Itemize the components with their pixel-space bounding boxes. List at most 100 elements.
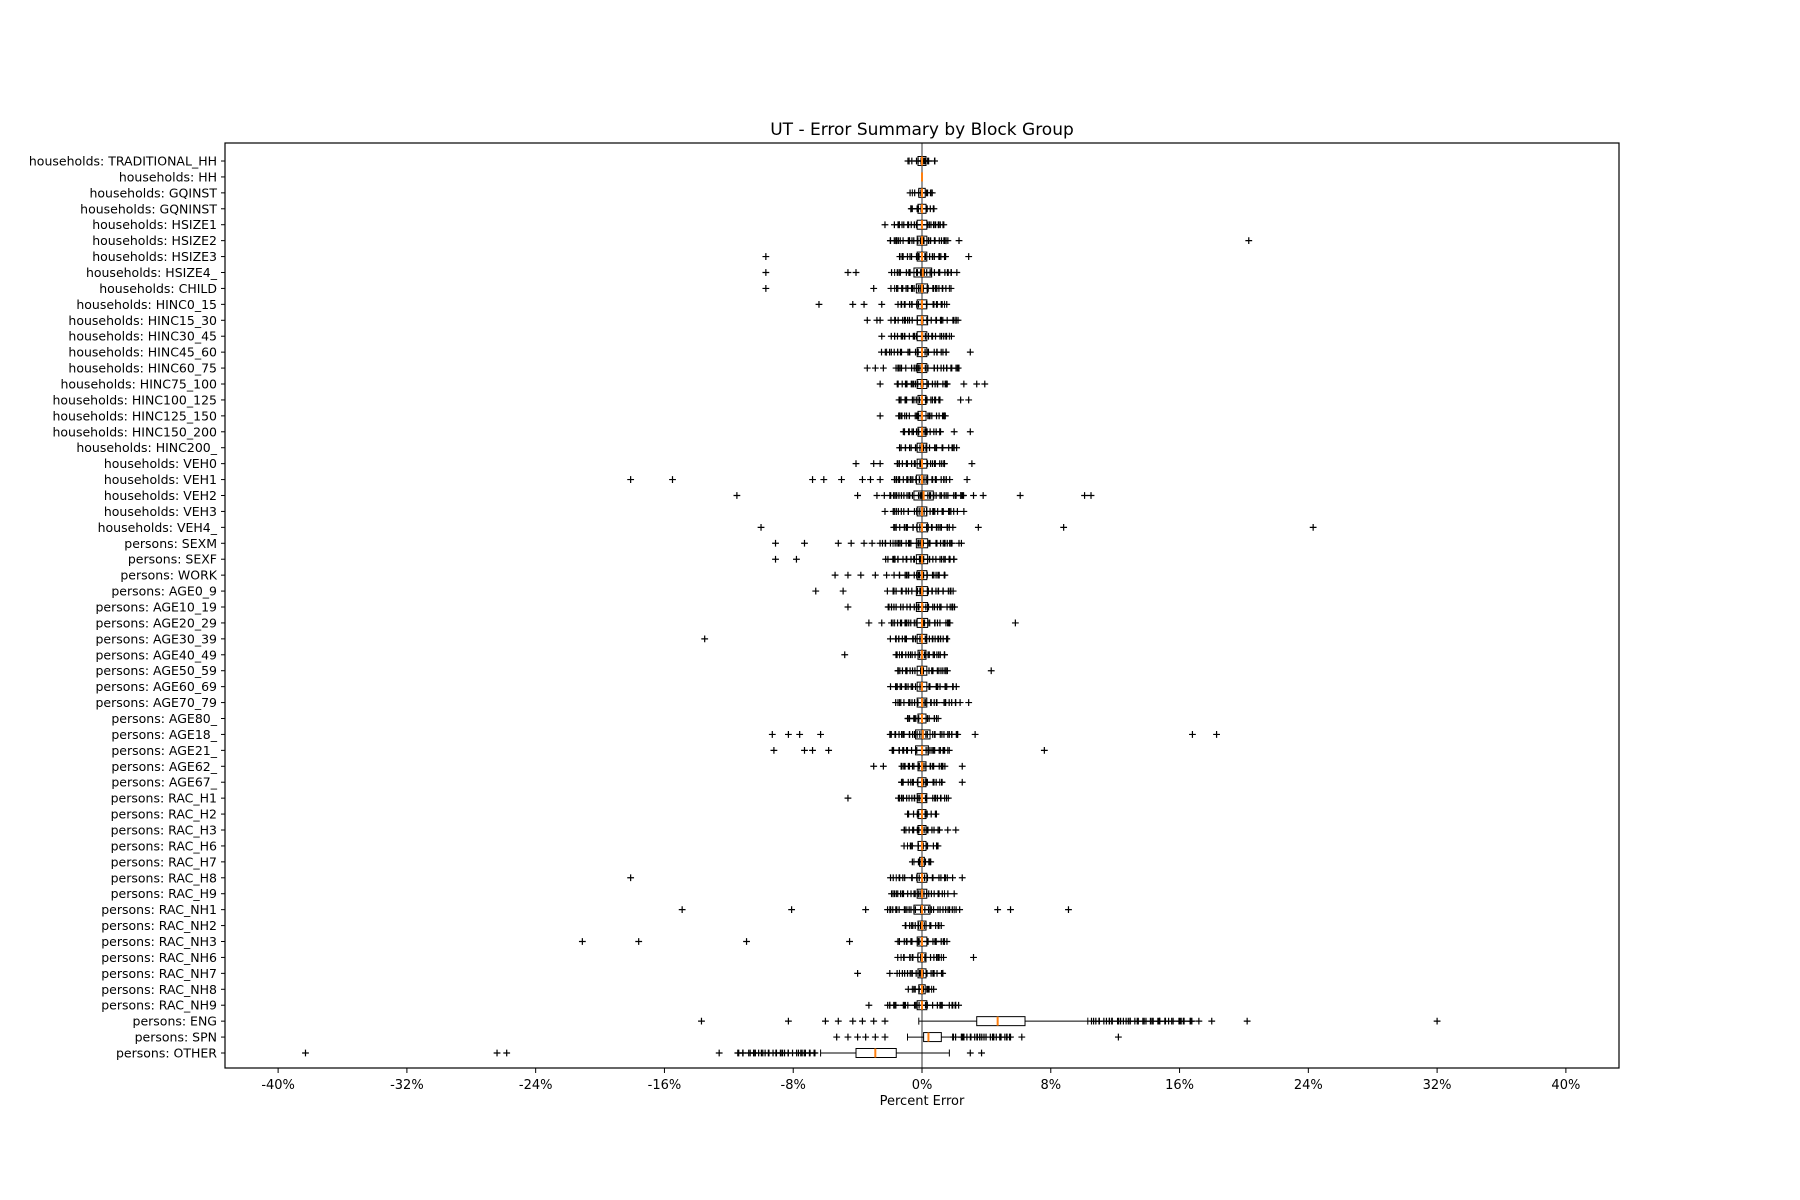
fliers (878, 332, 886, 340)
flier-marker (978, 1049, 985, 1057)
flier-marker (938, 778, 946, 786)
flier-marker (971, 731, 979, 738)
flier-marker (952, 492, 959, 499)
row-label: persons: SEXM (124, 536, 217, 551)
flier-marker (902, 364, 910, 372)
flier-marker (901, 874, 909, 882)
row-label: households: VEH0 (104, 456, 217, 471)
flier-marker (915, 810, 922, 818)
row-label: households: HSIZE1 (92, 217, 217, 232)
flier-marker (678, 906, 686, 914)
boxplot-row: households: HINC30_45 (68, 329, 955, 344)
fliers (987, 667, 995, 675)
fliers (958, 778, 966, 786)
flier-marker (1140, 1017, 1148, 1025)
flier-marker (923, 285, 931, 292)
flier-marker (883, 571, 890, 579)
boxplot-row: households: HSIZE1 (92, 217, 948, 232)
flier-marker (1195, 1017, 1203, 1025)
boxplot-row: households: HINC15_30 (68, 313, 962, 328)
fliers (944, 826, 960, 834)
flier-marker (1065, 906, 1072, 914)
flier-marker (958, 762, 966, 770)
row-label: persons: AGE0_9 (111, 584, 217, 599)
flier-band (898, 762, 949, 770)
row-label: households: HINC45_60 (68, 345, 217, 360)
fliers (772, 539, 876, 547)
flier-marker (880, 492, 888, 499)
flier-marker (930, 428, 938, 436)
fliers (733, 492, 1095, 499)
flier-band (887, 332, 955, 340)
boxplot-row: persons: RAC_NH1 (101, 902, 1072, 917)
fliers (966, 348, 974, 356)
row-label: persons: RAC_H6 (111, 838, 217, 853)
flier-marker (929, 874, 937, 882)
boxplot-row: households: HINC125_150 (52, 408, 949, 423)
box (923, 1032, 942, 1043)
row-label: households: HINC60_75 (68, 361, 217, 376)
boxplot-row: persons: AGE20_29 (95, 615, 1019, 630)
row-label: persons: ENG (133, 1014, 217, 1029)
flier-marker (841, 651, 849, 659)
flier-band (887, 316, 962, 324)
flier-marker (1007, 1033, 1014, 1041)
flier-marker (956, 699, 964, 706)
flier-marker (839, 587, 847, 595)
flier-band (883, 587, 957, 595)
boxplot-row: persons: ENG (133, 1014, 1441, 1029)
flier-marker (812, 587, 820, 595)
flier-marker (844, 571, 852, 579)
flier-marker (870, 460, 878, 468)
flier-marker (930, 778, 938, 786)
flier-marker (944, 826, 952, 834)
flier-marker (952, 826, 960, 834)
flier-marker (937, 428, 944, 436)
flier-marker (757, 523, 765, 531)
boxplot-row: persons: AGE60_69 (95, 679, 960, 694)
flier-marker (958, 778, 966, 786)
fliers (957, 396, 973, 404)
fliers (865, 619, 1019, 627)
flier-marker (881, 1033, 889, 1041)
flier-marker (987, 667, 995, 675)
flier-band (904, 810, 940, 818)
boxplot-row: households: HINC75_100 (60, 377, 989, 392)
flier-marker (627, 874, 635, 882)
flier-marker (887, 285, 895, 292)
flier-marker (942, 348, 950, 356)
flier-marker (940, 221, 948, 229)
flier-band (906, 189, 936, 197)
boxplot-row: persons: RAC_NH9 (101, 998, 963, 1013)
flier-band (887, 285, 955, 292)
flier-marker (947, 285, 955, 292)
flier-marker (833, 1033, 841, 1041)
flier-marker (772, 555, 779, 563)
flier-marker (939, 444, 947, 452)
flier-marker (838, 476, 845, 483)
flier-band (893, 460, 948, 468)
fliers (701, 635, 709, 643)
flier-marker (941, 412, 949, 420)
flier-marker (834, 539, 842, 547)
fliers (841, 651, 849, 659)
flier-marker (883, 587, 891, 595)
boxplot-row: households: HINC0_15 (76, 297, 951, 312)
flier-band (878, 348, 950, 356)
flier-marker (930, 205, 938, 213)
flier-band (891, 476, 954, 483)
boxplot-row: households: HINC150_200 (52, 424, 974, 439)
flier-marker (943, 300, 951, 308)
row-label: persons: RAC_H3 (111, 823, 217, 838)
flier-band (890, 571, 949, 579)
row-label: households: HINC30_45 (68, 329, 217, 344)
boxplot-row: households: HINC45_60 (68, 345, 974, 360)
row-label: persons: RAC_H1 (111, 791, 217, 806)
flier-marker (888, 269, 895, 276)
flier-marker (940, 476, 948, 483)
flier-marker (911, 667, 919, 675)
flier-marker (873, 492, 881, 499)
boxplot-row: persons: AGE50_59 (95, 663, 995, 678)
flier-band (882, 555, 958, 563)
flier-marker (894, 938, 902, 945)
